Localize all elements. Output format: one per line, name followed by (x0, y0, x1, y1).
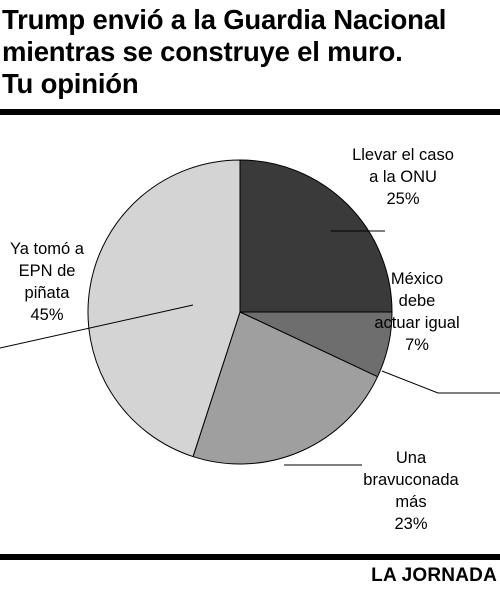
slice-label-4: Ya tomó a EPN de piñata 45% (10, 240, 85, 324)
slice-category-label: piñata (25, 284, 71, 302)
slice-value-label: 25% (386, 190, 419, 208)
slice-value-label: 45% (30, 306, 63, 324)
title-line-3: Tu opinión (2, 68, 139, 99)
slice-labels: Llevar el caso a la ONU 25% México debe actua… (10, 146, 460, 533)
pie-slice-1 (239, 159, 393, 313)
title-line-1: Trump envió a la Guardia Nacional (2, 4, 447, 35)
leader-line-2 (381, 370, 500, 394)
chart-title: Trump envió a la Guardia Nacional mientr… (2, 4, 498, 100)
leader-lines (0, 230, 500, 466)
pie-slices (87, 159, 393, 465)
slice-category-label: Una (396, 449, 427, 467)
pie-chart: Llevar el caso a la ONU 25% México debe actua… (0, 146, 500, 533)
slice-category-label: a la ONU (369, 168, 437, 186)
slice-category-label: actuar igual (374, 314, 459, 332)
slice-category-label: México (391, 270, 443, 288)
top-divider (0, 109, 500, 115)
slice-label-1: Llevar el caso a la ONU 25% (352, 146, 454, 208)
leader-line-4 (0, 304, 194, 349)
slice-category-label: debe (399, 292, 436, 310)
pie-slice-4 (87, 159, 241, 458)
slice-value-label: 7% (405, 336, 429, 354)
slice-label-2: México debe actuar igual 7% (374, 270, 459, 354)
slice-category-label: Ya tomó a (10, 240, 85, 258)
slice-category-label: EPN de (19, 262, 76, 280)
slice-category-label: más (395, 493, 426, 511)
slice-category-label: Llevar el caso (352, 146, 454, 164)
source-credit: LA JORNADA (371, 565, 497, 586)
slice-category-label: bravuconada (363, 471, 459, 489)
slice-value-label: 23% (394, 515, 427, 533)
bottom-divider (0, 554, 500, 560)
slice-label-3: Una bravuconada más 23% (363, 449, 459, 533)
pie-slice-3 (192, 311, 379, 465)
title-line-2: mientras se construye el muro. (2, 36, 403, 67)
